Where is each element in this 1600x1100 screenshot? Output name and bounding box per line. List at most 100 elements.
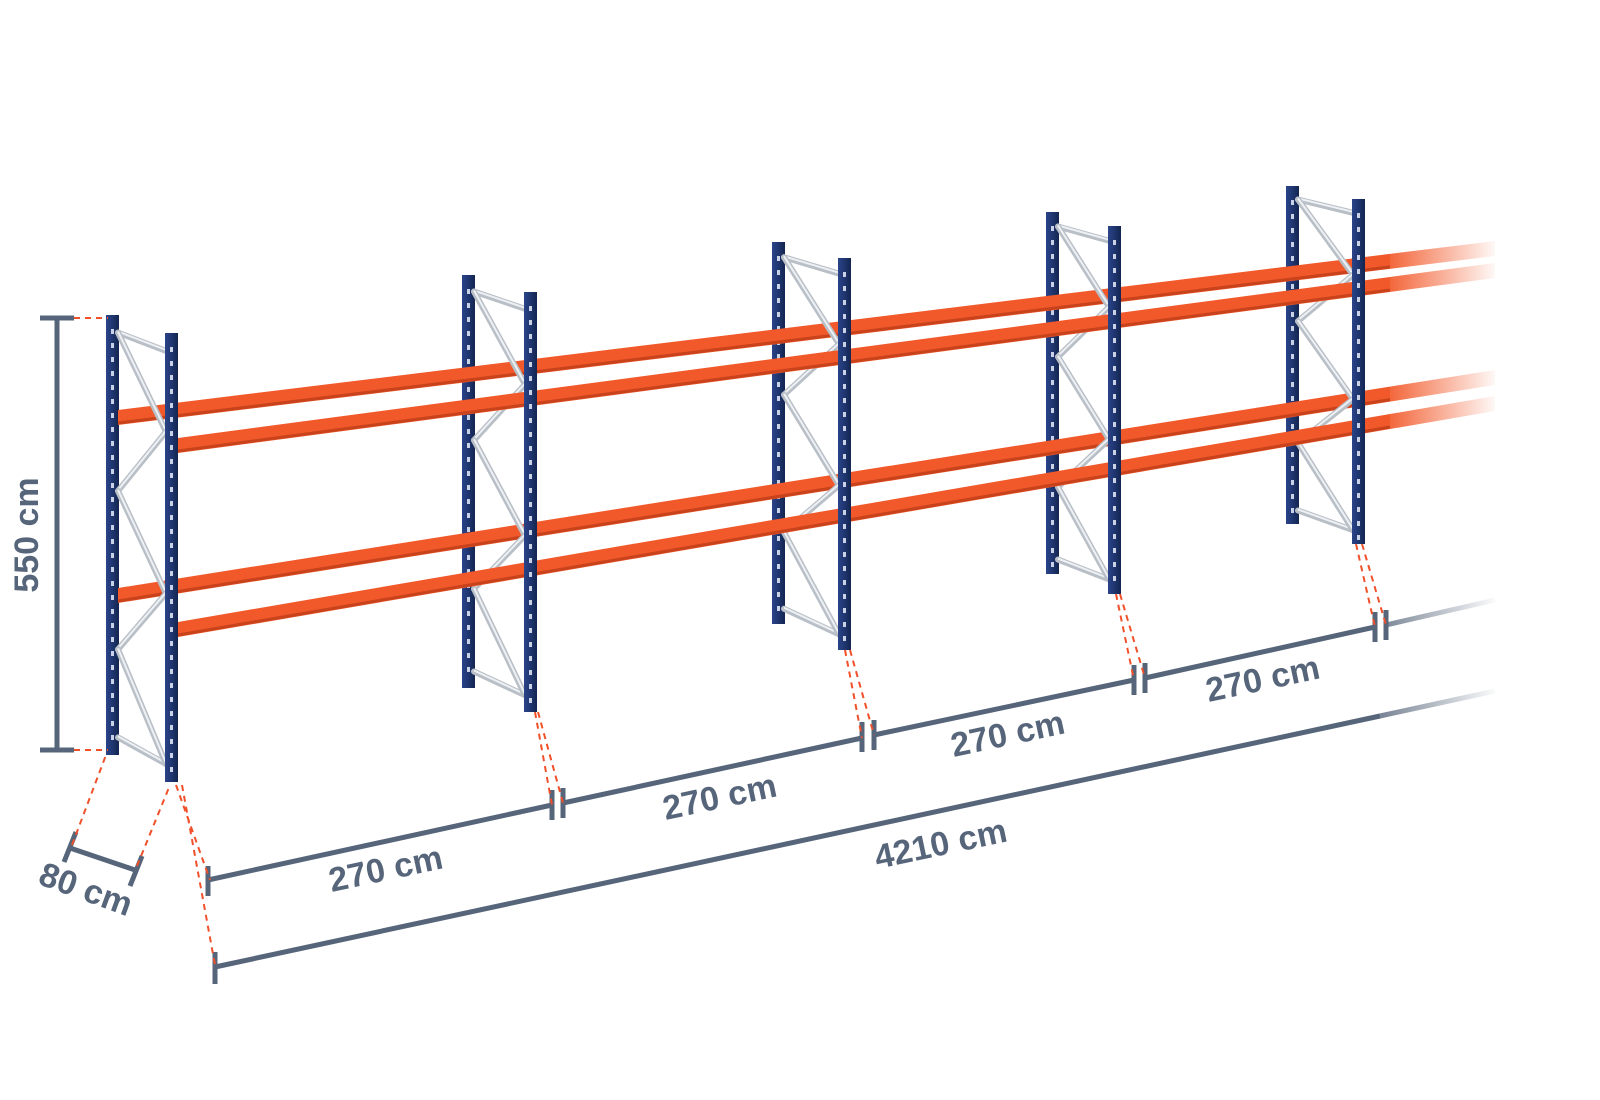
upright-hole: [170, 627, 173, 632]
upright-hole: [111, 399, 114, 404]
upright-hole: [1051, 520, 1054, 525]
upright-hole: [170, 445, 173, 450]
upright-hole: [1051, 436, 1054, 441]
upright-hole: [1113, 394, 1116, 399]
upright-hole: [1357, 269, 1360, 274]
upright-hole: [111, 357, 114, 362]
upright-hole: [529, 558, 532, 563]
upright-hole: [467, 485, 470, 490]
upright-hole: [1113, 268, 1116, 273]
upright-hole: [843, 300, 846, 305]
beam-fade: [1390, 370, 1495, 402]
beam-shade: [177, 425, 1391, 637]
upright-hole: [843, 342, 846, 347]
upright-hole: [111, 385, 114, 390]
upright-hole: [467, 611, 470, 616]
upright-hole: [1051, 310, 1054, 315]
upright-hole: [1291, 424, 1294, 429]
upright: [106, 315, 119, 755]
upright-hole: [1113, 366, 1116, 371]
brace-hi: [473, 587, 526, 695]
upright-hole: [170, 683, 173, 688]
brace-hi: [473, 289, 526, 309]
upright-hole: [843, 370, 846, 375]
back-beams: [117, 241, 1495, 603]
upright-hole: [777, 256, 780, 261]
upright-hole: [1051, 240, 1054, 245]
upright-hole: [529, 516, 532, 521]
upright-hole: [467, 289, 470, 294]
upright-hole: [111, 525, 114, 530]
upright-hole: [843, 552, 846, 557]
upright-hole: [467, 597, 470, 602]
upright-hole: [529, 586, 532, 591]
upright-hole: [529, 628, 532, 633]
upright-hole: [1113, 380, 1116, 385]
upright-hole: [1357, 297, 1360, 302]
upright-hole: [1357, 409, 1360, 414]
upright-hole: [467, 555, 470, 560]
upright-hole: [1051, 338, 1054, 343]
cap: [61, 831, 79, 863]
upright-hole: [529, 642, 532, 647]
upright-hole: [843, 622, 846, 627]
upright-hole: [1051, 226, 1054, 231]
upright-hole: [777, 424, 780, 429]
upright-hole: [1357, 395, 1360, 400]
upright-hole: [1051, 492, 1054, 497]
upright-hole: [1051, 282, 1054, 287]
brace-hi: [1297, 319, 1354, 399]
guide: [71, 754, 171, 867]
beam: [178, 276, 1390, 453]
upright-hole: [529, 362, 532, 367]
beam-shade: [117, 398, 1391, 603]
upright-hole: [529, 390, 532, 395]
upright-hole: [777, 270, 780, 275]
upright-hole: [1113, 576, 1116, 581]
upright-hole: [1051, 408, 1054, 413]
upright-hole: [1113, 450, 1116, 455]
upright-hole: [467, 569, 470, 574]
guide: [74, 317, 108, 751]
upright-hole: [111, 707, 114, 712]
upright-hole: [777, 438, 780, 443]
upright-hole: [1291, 466, 1294, 471]
beam-fade: [1390, 241, 1495, 269]
upright-hole: [1113, 422, 1116, 427]
upright-hole: [1291, 382, 1294, 387]
upright-hole: [777, 452, 780, 457]
upright-hole: [467, 625, 470, 630]
upright-hole: [529, 446, 532, 451]
upright-hole: [529, 684, 532, 689]
upright-hole: [467, 653, 470, 658]
upright-hole: [1291, 494, 1294, 499]
upright-hole: [467, 499, 470, 504]
upright-hole: [1113, 352, 1116, 357]
upright-hole: [467, 457, 470, 462]
upright-hole: [843, 426, 846, 431]
upright-hole: [170, 347, 173, 352]
upright-hole: [529, 600, 532, 605]
upright-hole: [111, 329, 114, 334]
upright-hole: [111, 539, 114, 544]
upright-hole: [529, 334, 532, 339]
upright-hole: [111, 665, 114, 670]
upright-hole: [170, 431, 173, 436]
upright-hole: [1051, 394, 1054, 399]
upright-hole: [111, 679, 114, 684]
upright-hole: [843, 328, 846, 333]
upright-hole: [1051, 380, 1054, 385]
upright-hole: [777, 298, 780, 303]
upright-hole: [777, 536, 780, 541]
total-line-fade: [1379, 688, 1496, 719]
upright-hole: [843, 566, 846, 571]
upright-hole: [1291, 354, 1294, 359]
beam: [178, 414, 1390, 637]
upright-hole: [467, 513, 470, 518]
upright-hole: [170, 515, 173, 520]
upright-hole: [1357, 507, 1360, 512]
upright-hole: [170, 501, 173, 506]
brace-hi: [117, 489, 167, 593]
upright-hole: [170, 403, 173, 408]
